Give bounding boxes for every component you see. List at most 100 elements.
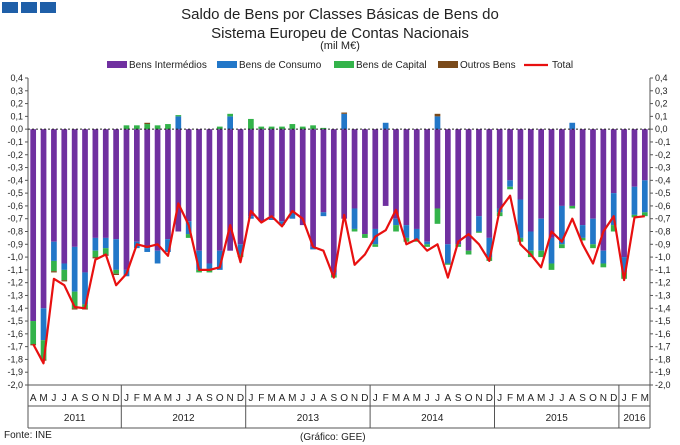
bar-segment [476,216,482,232]
year-label: 2015 [546,413,569,424]
bar-segment [507,129,513,181]
y-tick-label-left: -1,1 [7,265,23,275]
y-tick-label-left: -2,0 [7,380,23,390]
x-tick-label: J [311,393,316,404]
bar-segment [51,260,57,272]
bar-segment [424,241,430,245]
bar-segment [102,129,109,238]
x-tick-label: N [600,393,607,404]
logo [2,2,56,13]
bar-segment [631,186,638,215]
y-tick-label-right: -1,9 [655,367,671,377]
bar-segment [289,212,296,219]
bar-segment [279,126,285,130]
x-tick-label: J [549,393,554,404]
x-tick-label: M [392,393,400,404]
bar-segment [82,129,88,273]
bar-segment [590,244,596,249]
y-tick-label-right: -0,9 [655,239,671,249]
x-tick-label: D [610,393,617,404]
bar-segment [631,214,638,218]
bar-segment [113,273,119,275]
bar-segment [548,129,555,238]
x-tick-label: M [288,393,296,404]
bar-segment [444,244,451,264]
bar-segment [600,129,607,251]
bar-segment [92,250,99,258]
bar-segment [289,124,296,130]
bar-segment [144,122,151,125]
bar-segment [144,129,151,249]
x-tick-label: J [186,393,191,404]
y-tick-label-right: -1,3 [655,290,671,300]
x-tick-label: J [124,393,129,404]
bar-segment [320,127,327,130]
y-tick-label-right: -0,8 [655,227,671,237]
bar-segment [465,250,472,255]
bar-segment [351,228,358,232]
bar-segment [133,129,140,242]
bar-segment [641,212,648,217]
bar-segment [320,212,327,217]
y-tick-label-left: 0,0 [10,124,23,134]
y-tick-label-left: -0,4 [7,175,23,185]
bar-segment [61,263,68,270]
y-tick-label-right: -1,2 [655,278,671,288]
bar-segment [310,125,316,130]
bar-segment [444,263,451,265]
bar-segment [196,129,202,251]
bar-segment [51,241,57,261]
x-tick-label: A [320,393,327,404]
legend-label: Bens Intermédios [129,60,207,71]
x-tick-label: A [445,393,452,404]
year-label: 2012 [172,413,195,424]
bar-segment [631,129,638,187]
bar-segment [527,231,534,251]
x-tick-label: M [413,393,421,404]
bar-segment [569,129,576,206]
unit-label: (mil M€) [320,40,360,52]
y-tick-label-left: -0,1 [7,137,23,147]
y-tick-label-left: 0,1 [10,111,23,121]
bar-segment [185,234,192,238]
legend-label: Bens de Consumo [239,60,322,71]
y-tick-label-left: -1,6 [7,329,23,339]
bar-segment [279,129,285,222]
bar-segment [579,225,586,238]
bar-segment [424,244,430,247]
bar-segment [641,180,648,213]
bar-segment [403,237,410,242]
x-tick-label: J [373,393,378,404]
y-tick-label-right: -0,4 [655,175,671,185]
bar-segment [248,129,254,217]
y-tick-label-left: -0,6 [7,201,23,211]
bar-segment [227,129,234,251]
bar-segment [341,113,348,130]
bar-segment [268,126,275,130]
bar-segment [61,269,68,281]
bar-segment [579,129,586,226]
bar-segment [590,218,596,245]
bar-segment [216,126,223,130]
bar-segment [40,340,47,360]
y-tick-label-right: -2,0 [655,380,671,390]
year-label: 2013 [297,413,320,424]
bar-segment [71,308,78,310]
bar-segment [289,129,296,213]
bar-segment [165,124,171,130]
x-tick-label: S [455,393,462,404]
x-tick-label: A [279,393,286,404]
bar-segment [590,129,596,219]
year-label: 2016 [623,413,646,424]
bar-segment [216,250,223,270]
y-tick-label-right: -1,1 [655,265,671,275]
x-tick-label: F [631,393,637,404]
x-tick-label: S [206,393,213,404]
x-tick-label: O [91,393,99,404]
bar-segment [403,129,410,226]
bar-segment [517,199,524,238]
y-tick-label-left: -1,3 [7,290,23,300]
bar-segment [372,129,379,229]
y-tick-label-left: 0,3 [10,86,23,96]
y-tick-label-right: -1,7 [655,342,671,352]
